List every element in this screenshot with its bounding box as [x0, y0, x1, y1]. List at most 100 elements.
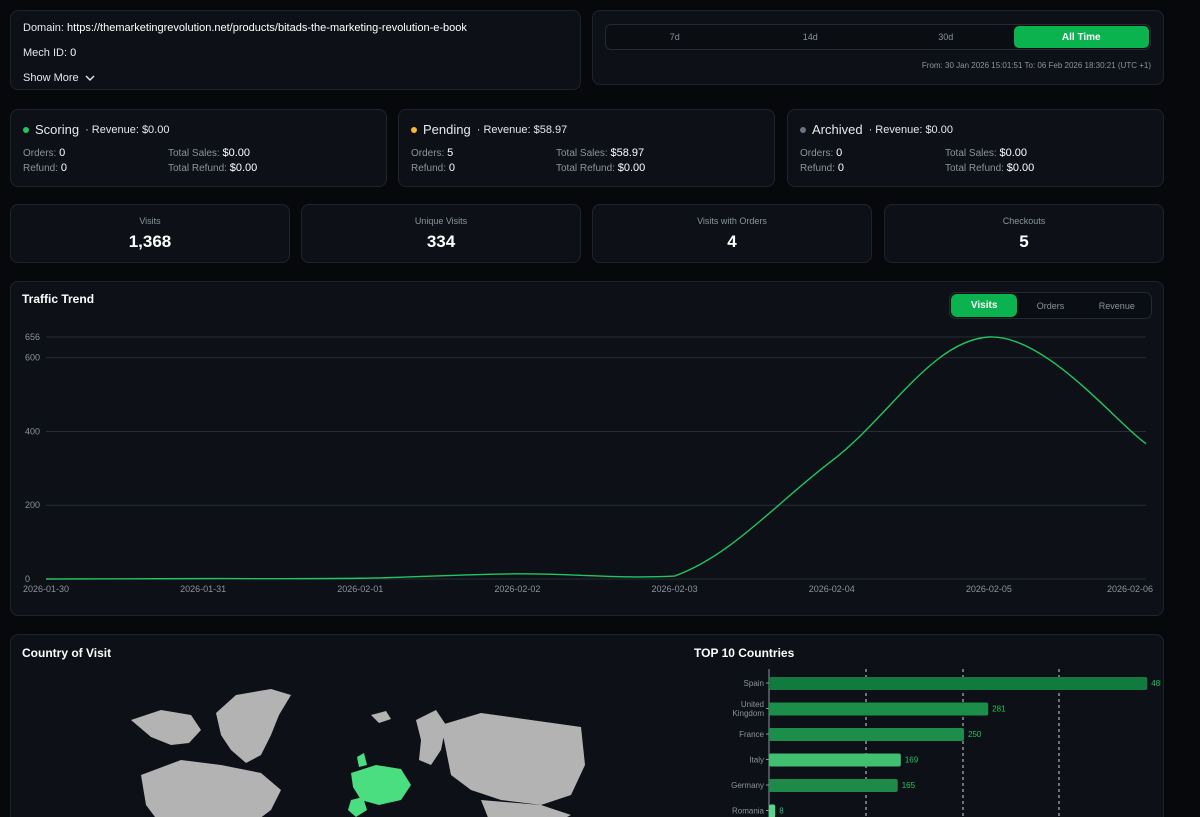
- category-label: Italy: [749, 756, 764, 765]
- total-refund-label: Total Refund:: [556, 163, 615, 174]
- stat-label: Checkouts: [1002, 216, 1046, 226]
- category-label: Spain: [744, 679, 764, 688]
- map-russia: [441, 713, 585, 805]
- data-label: 169: [905, 756, 919, 765]
- map-scandinavia: [416, 710, 446, 765]
- orders-label: Orders:: [800, 148, 834, 159]
- x-tick-label: 2026-02-02: [494, 584, 540, 594]
- top-countries-title: TOP 10 Countries: [694, 646, 795, 660]
- total-sales-value: $0.00: [222, 147, 251, 159]
- map-europe: [351, 765, 411, 805]
- map-north-america: [141, 760, 281, 817]
- series-line-visits: [45, 336, 1147, 580]
- category-label: Romania: [732, 807, 765, 816]
- stat-card-checkouts: Checkouts 5: [884, 204, 1164, 263]
- country-card: Country of Visit TOP 10 Countries Spain 4…: [10, 634, 1164, 817]
- stat-card-unique-visits: Unique Visits 334: [301, 204, 581, 263]
- total-refund-value: $0.00: [1006, 162, 1035, 174]
- tab-revenue[interactable]: Revenue: [1098, 300, 1135, 311]
- orders-value: 0: [836, 147, 843, 159]
- refund-value: 0: [448, 162, 455, 174]
- bar[interactable]: [769, 804, 776, 817]
- map-highlight: [348, 753, 411, 817]
- refund-value: 0: [60, 162, 67, 174]
- country-of-visit-title: Country of Visit: [22, 646, 112, 660]
- range-option-14d[interactable]: 14d: [802, 32, 818, 42]
- x-tick-label: 2026-02-06: [1107, 584, 1153, 594]
- range-option-7d[interactable]: 7d: [669, 32, 680, 42]
- status-name: Archived: [812, 122, 863, 137]
- bar[interactable]: [769, 677, 1148, 690]
- map-uk: [357, 753, 367, 767]
- total-sales-label: Total Sales:: [556, 148, 608, 159]
- domain-row: Domain: https://themarketingrevolution.n…: [23, 22, 568, 34]
- chevron-down-icon: [85, 75, 95, 81]
- total-sales-value: $0.00: [999, 147, 1028, 159]
- range-text: From: 30 Jan 2026 15:01:51 To: 06 Feb 20…: [921, 61, 1151, 70]
- map-asia-south: [481, 800, 571, 817]
- traffic-trend-title: Traffic Trend: [22, 292, 95, 306]
- time-range-selector: 7d 14d 30d All Time: [605, 24, 1151, 50]
- show-more-label: Show More: [23, 72, 79, 84]
- map-greenland: [216, 689, 291, 763]
- stat-value: 1,368: [128, 232, 172, 251]
- bar[interactable]: [769, 753, 901, 767]
- map-canada-islands: [131, 710, 201, 745]
- bar[interactable]: [769, 779, 898, 792]
- domain-label: Domain:: [23, 22, 64, 34]
- status-dot-icon: [800, 126, 806, 133]
- orders-value: 5: [447, 147, 454, 159]
- mech-row: Mech ID: 0: [23, 47, 568, 59]
- traffic-trend-card: 0 200 400 600 656 2026-01-30 2026-01-31 2026-02…: [10, 281, 1164, 616]
- status-dot-icon: [411, 126, 417, 133]
- stat-card-visits: Visits 1,368: [10, 204, 290, 263]
- refund-label: Refund:: [411, 163, 447, 174]
- stat-value: 334: [426, 232, 456, 251]
- y-tick-label: 656: [25, 332, 40, 342]
- total-sales-value: $58.97: [610, 147, 645, 159]
- status-revenue: · Revenue: $0.00: [868, 123, 953, 136]
- bar[interactable]: [769, 728, 964, 741]
- status-name: Pending: [423, 122, 471, 137]
- metric-selector: Visits Orders Revenue: [949, 292, 1152, 319]
- tab-orders[interactable]: Orders: [1036, 300, 1065, 311]
- stat-label: Unique Visits: [414, 216, 468, 226]
- status-revenue: · Revenue: $58.97: [476, 123, 568, 136]
- refund-label: Refund:: [800, 163, 836, 174]
- tab-visits[interactable]: Visits: [951, 294, 1018, 317]
- range-option-30d[interactable]: 30d: [938, 32, 954, 42]
- stat-card-visits-with-orders: Visits with Orders 4: [592, 204, 872, 263]
- status-card-scoring: Scoring · Revenue: $0.00 Orders: 0 Total…: [10, 109, 387, 187]
- category-label: Kingdom: [732, 709, 764, 718]
- total-refund-label: Total Refund:: [945, 163, 1004, 174]
- range-option-all-time[interactable]: All Time: [1013, 26, 1149, 48]
- orders-label: Orders:: [411, 148, 445, 159]
- domain-value: https://themarketingrevolution.net/produ…: [67, 22, 467, 34]
- data-label: 485: [1151, 679, 1161, 688]
- y-tick-label: 0: [25, 574, 30, 584]
- orders-label: Orders:: [23, 148, 57, 159]
- mech-label: Mech ID:: [23, 47, 68, 59]
- show-more-button[interactable]: Show More: [23, 72, 568, 84]
- total-refund-value: $0.00: [617, 162, 646, 174]
- stat-value: 4: [727, 232, 737, 251]
- data-label: 8: [779, 807, 784, 816]
- y-tick-label: 600: [25, 353, 40, 363]
- status-revenue: · Revenue: $0.00: [85, 123, 170, 136]
- bar[interactable]: [769, 702, 989, 716]
- total-sales-label: Total Sales:: [168, 148, 220, 159]
- stat-label: Visits with Orders: [697, 216, 767, 226]
- total-refund-label: Total Refund:: [168, 163, 227, 174]
- x-tick-label: 2026-01-30: [23, 584, 69, 594]
- x-tick-label: 2026-02-04: [809, 584, 855, 594]
- data-label: 281: [992, 705, 1006, 714]
- category-label: France: [739, 730, 764, 739]
- category-label: United: [741, 700, 764, 709]
- mech-value: 0: [70, 47, 77, 59]
- time-range-card: 7d 14d 30d All Time From: 30 Jan 2026 15…: [592, 10, 1164, 85]
- refund-label: Refund:: [23, 163, 59, 174]
- x-tick-label: 2026-02-03: [652, 584, 698, 594]
- x-tick-label: 2026-02-05: [966, 584, 1012, 594]
- category-label: Germany: [731, 781, 764, 790]
